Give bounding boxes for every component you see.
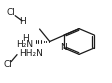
Text: H: H	[19, 17, 26, 26]
Text: HH₂N: HH₂N	[19, 49, 43, 58]
Text: N: N	[60, 43, 67, 52]
Text: Cl: Cl	[7, 8, 16, 17]
Text: H: H	[22, 34, 29, 43]
Text: H₂N: H₂N	[16, 40, 33, 49]
Text: Cl: Cl	[3, 60, 12, 69]
